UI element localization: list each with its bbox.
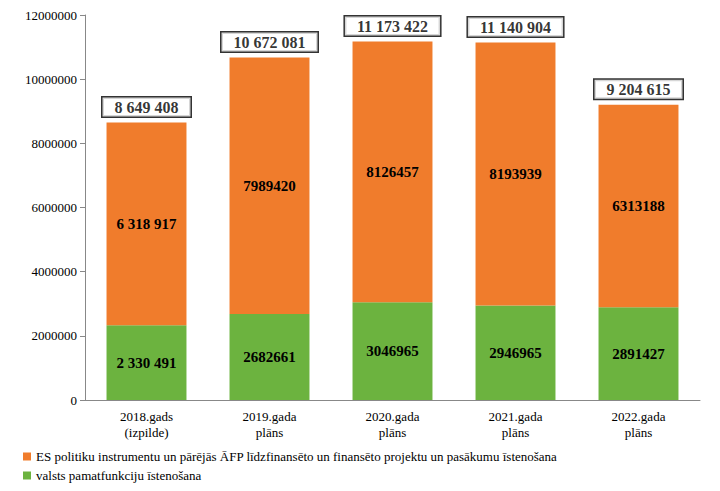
svg-text:2019.gada: 2019.gada	[243, 409, 297, 424]
svg-text:2682661: 2682661	[243, 349, 296, 365]
svg-text:2 330 491: 2 330 491	[117, 355, 177, 371]
svg-text:8193939: 8193939	[489, 166, 542, 182]
svg-text:8000000: 8000000	[32, 136, 78, 151]
svg-text:(izpilde): (izpilde)	[124, 425, 168, 440]
svg-text:plāns: plāns	[379, 425, 406, 440]
svg-text:2891427: 2891427	[612, 346, 665, 362]
svg-text:9 204 615: 9 204 615	[607, 81, 671, 98]
svg-text:plāns: plāns	[256, 425, 283, 440]
svg-text:4000000: 4000000	[32, 264, 78, 279]
svg-text:ES politiku instrumentu un pār: ES politiku instrumentu un pārējās ĀFP l…	[36, 449, 557, 464]
svg-text:3046965: 3046965	[366, 343, 419, 359]
svg-text:7989420: 7989420	[243, 178, 296, 194]
svg-text:2946965: 2946965	[489, 345, 542, 361]
svg-text:2020.gada: 2020.gada	[366, 409, 420, 424]
svg-text:8 649 408: 8 649 408	[115, 99, 179, 116]
svg-text:2022.gada: 2022.gada	[612, 409, 666, 424]
svg-text:plāns: plāns	[625, 425, 652, 440]
svg-text:6 318 917: 6 318 917	[117, 216, 178, 232]
svg-text:6313188: 6313188	[612, 198, 665, 214]
svg-text:8126457: 8126457	[366, 164, 419, 180]
svg-text:2021.gada: 2021.gada	[489, 409, 543, 424]
svg-text:11 173 422: 11 173 422	[357, 18, 428, 35]
svg-text:10 672 081: 10 672 081	[234, 34, 306, 51]
svg-text:6000000: 6000000	[32, 200, 78, 215]
svg-text:11 140 904: 11 140 904	[480, 19, 551, 36]
svg-text:0: 0	[71, 393, 78, 408]
svg-text:10000000: 10000000	[25, 72, 77, 87]
svg-text:2018.gads: 2018.gads	[120, 409, 173, 424]
svg-text:valsts pamatfunkciju īstenošan: valsts pamatfunkciju īstenošana	[36, 468, 202, 483]
svg-text:2000000: 2000000	[32, 328, 78, 343]
svg-text:plāns: plāns	[502, 425, 529, 440]
svg-text:12000000: 12000000	[25, 8, 77, 23]
